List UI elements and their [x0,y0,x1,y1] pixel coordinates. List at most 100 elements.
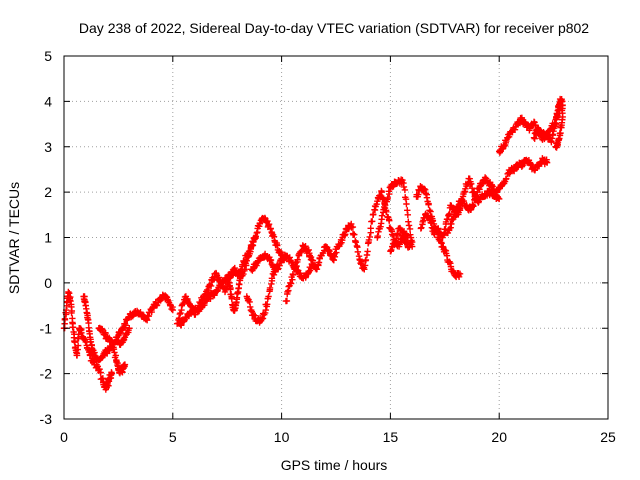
seg7-point [267,225,274,232]
seg7-point [265,221,273,228]
seg14-point [421,185,428,193]
seg12-point [406,225,414,233]
seg13-point [393,235,400,242]
seg6-point [211,292,218,299]
seg12-point [401,186,409,194]
seg5-point [177,309,184,317]
seg18-point [553,111,561,118]
seg12-point [405,218,412,225]
seg15-point [468,180,475,187]
seg12-point [386,190,393,198]
y-tick-label: 3 [44,139,52,155]
seg11-point [349,223,357,231]
seg8-point [247,306,255,314]
x-tick-label: 25 [600,429,616,445]
seg14-point [423,194,431,201]
seg7-point [243,257,250,264]
seg10-point [307,253,315,261]
seg16-point [454,205,461,213]
seg18-point [533,130,540,137]
seg17-point [512,123,519,131]
seg12-point [400,183,408,191]
seg16-point [470,203,477,210]
seg12-point [404,211,412,219]
seg4-point [116,330,123,338]
seg8-point [262,306,270,314]
seg17-point [505,133,513,141]
seg15-point [418,224,425,231]
seg4-point [122,322,130,329]
seg1-point [96,366,103,373]
seg11-point [342,231,349,238]
seg15-point [496,195,503,203]
seg11-point [364,248,371,255]
seg10-point [283,297,291,305]
seg11-point [365,236,373,244]
y-tick-label: 4 [44,93,52,109]
seg13-point [399,229,406,236]
seg18-point [550,127,557,135]
y-tick-label: -3 [40,411,53,427]
seg1-point [74,342,82,349]
seg8-point [268,275,276,282]
seg12-point [403,200,410,208]
seg15-point [439,231,447,239]
seg9-point [274,265,282,272]
seg5-point [179,301,186,308]
seg16-point [543,159,551,166]
seg10-point [289,271,297,279]
seg13-point [392,239,399,246]
seg16-point [503,175,510,182]
seg1-point [108,370,116,377]
seg5-point [207,282,215,290]
seg2-point [126,325,133,332]
seg1-point [73,350,81,357]
seg8-point [263,301,271,308]
y-tick-label: -2 [40,366,53,382]
x-tick-label: 20 [491,429,507,445]
seg4-point [163,293,170,300]
seg5-point [184,295,191,303]
seg7-point [274,242,281,249]
seg10-point [284,288,291,296]
seg18-point [552,143,559,150]
seg7-point [240,270,247,278]
seg18-point [548,139,555,146]
y-tick-label: 0 [44,275,52,291]
seg12-point [405,222,413,229]
seg12-point [381,202,389,209]
seg11-point [358,258,365,265]
seg14-point [425,201,432,208]
seg11-point [352,239,360,246]
seg4-point [169,306,176,314]
seg12-point [384,194,392,202]
seg11-point [388,231,396,238]
y-tick-label: 2 [44,184,52,200]
seg1-point [61,315,69,323]
seg11-point [337,240,344,248]
y-tick-label: 5 [44,48,52,64]
seg10-point [287,280,295,287]
seg18-point [552,120,560,127]
seg12-point [407,231,414,238]
seg9-point [267,256,275,264]
seg11-point [370,211,377,218]
seg7-point [227,284,234,292]
seg14-point [422,190,430,197]
seg11-point [378,188,385,196]
seg11-point [386,217,393,224]
seg10-point [322,243,330,250]
seg11-point [354,248,362,256]
seg11-point [362,256,370,264]
seg13-point [408,238,416,246]
seg13-point [394,231,402,238]
seg11-point [351,231,358,238]
seg9-point [276,262,283,269]
seg17-point [503,137,510,145]
seg10-point [294,256,301,263]
seg16-point [510,167,518,175]
seg16-point [473,192,480,200]
x-tick-label: 5 [169,429,177,445]
seg3-point [121,361,129,368]
seg8-point [261,309,269,317]
